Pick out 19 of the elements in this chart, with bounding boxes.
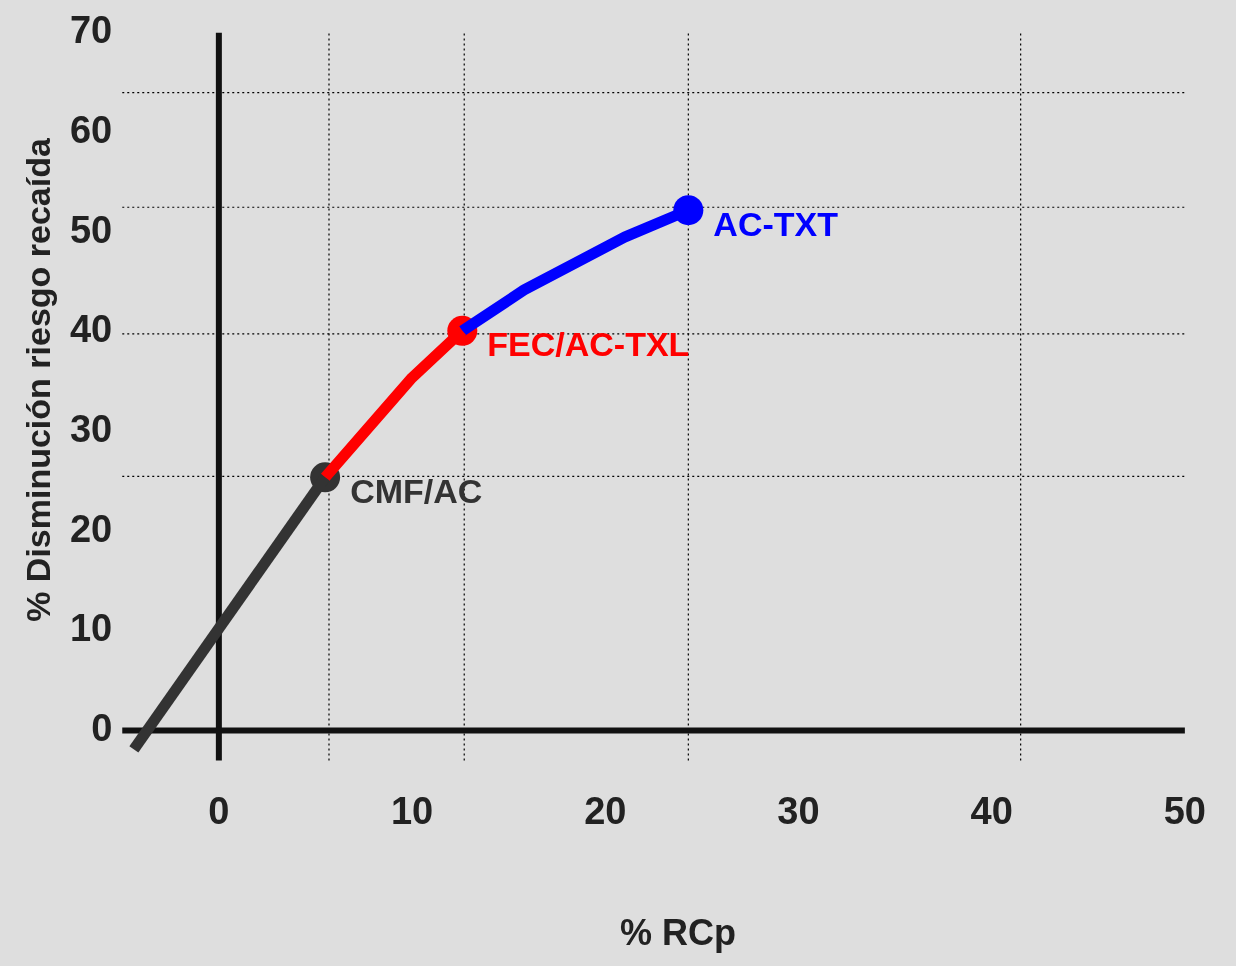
- y-tick-label: 20: [69, 507, 113, 550]
- y-tick-label: 10: [69, 607, 113, 650]
- y-tick-label: 0: [91, 706, 113, 749]
- y-tick-label: 50: [69, 208, 113, 251]
- x-tick-label: 10: [390, 789, 434, 832]
- y-tick-label: 60: [69, 108, 113, 151]
- series-label: AC-TXT: [713, 204, 839, 243]
- y-tick-label: 40: [69, 308, 113, 351]
- x-tick-label: 40: [970, 789, 1013, 832]
- x-tick-label: 50: [1163, 789, 1207, 832]
- x-tick-label: 20: [584, 789, 627, 832]
- y-tick-label: 30: [69, 407, 113, 450]
- series-label: CMF/AC: [350, 471, 483, 510]
- y-axis-title: % Disminución riesgo recaída: [18, 138, 58, 622]
- series-label: FEC/AC-TXL: [487, 325, 690, 364]
- x-tick-label: 0: [208, 789, 230, 832]
- x-tick-label: 30: [777, 789, 820, 832]
- x-axis-title: % RCp: [619, 912, 737, 954]
- y-tick-label: 70: [69, 9, 113, 52]
